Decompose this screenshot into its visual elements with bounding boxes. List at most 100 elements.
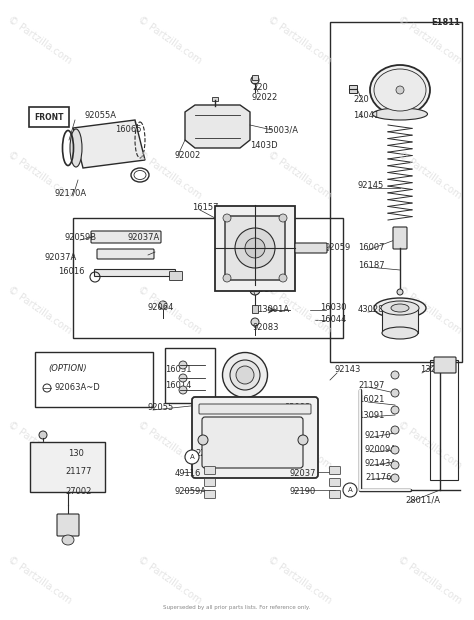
Text: 92170A: 92170A xyxy=(55,188,87,198)
FancyBboxPatch shape xyxy=(199,404,311,414)
Circle shape xyxy=(391,426,399,434)
Text: 92037A: 92037A xyxy=(45,254,77,262)
Text: 16030: 16030 xyxy=(320,303,346,311)
Text: 18017: 18017 xyxy=(248,285,274,294)
Text: © Partzilla.com: © Partzilla.com xyxy=(136,554,204,606)
Circle shape xyxy=(39,431,47,439)
FancyBboxPatch shape xyxy=(204,479,216,487)
Ellipse shape xyxy=(373,108,428,120)
Text: 92022: 92022 xyxy=(252,92,278,102)
Text: 15003/A: 15003/A xyxy=(263,125,298,135)
Text: 92170: 92170 xyxy=(365,430,392,440)
Text: 92063A~D: 92063A~D xyxy=(55,384,101,392)
Polygon shape xyxy=(185,105,250,148)
FancyBboxPatch shape xyxy=(434,357,456,373)
Text: 27002: 27002 xyxy=(65,487,91,497)
FancyBboxPatch shape xyxy=(57,514,79,536)
Text: A: A xyxy=(190,454,194,460)
Text: 92009: 92009 xyxy=(285,404,311,412)
Circle shape xyxy=(343,483,357,497)
FancyBboxPatch shape xyxy=(212,97,218,101)
Bar xyxy=(30,442,105,492)
Text: © Partzilla.com: © Partzilla.com xyxy=(396,14,464,66)
Text: 16065: 16065 xyxy=(115,125,142,135)
Text: 16187: 16187 xyxy=(358,260,384,270)
Ellipse shape xyxy=(382,327,418,339)
Text: 13091: 13091 xyxy=(358,410,384,420)
Circle shape xyxy=(391,406,399,414)
FancyBboxPatch shape xyxy=(329,479,340,487)
Circle shape xyxy=(391,446,399,454)
Circle shape xyxy=(279,214,287,222)
Text: © Partzilla.com: © Partzilla.com xyxy=(266,149,334,201)
Ellipse shape xyxy=(222,353,267,397)
Text: 220A: 220A xyxy=(195,450,217,459)
Text: 92143A: 92143A xyxy=(365,459,397,467)
FancyBboxPatch shape xyxy=(329,490,340,498)
Circle shape xyxy=(391,461,399,469)
Text: 16021: 16021 xyxy=(358,396,384,404)
Text: © Partzilla.com: © Partzilla.com xyxy=(136,285,204,335)
Text: 16014: 16014 xyxy=(165,381,191,389)
Circle shape xyxy=(223,274,231,282)
Text: 92059: 92059 xyxy=(325,244,351,252)
Circle shape xyxy=(235,228,275,268)
Circle shape xyxy=(179,386,187,394)
Text: A: A xyxy=(347,487,352,493)
FancyBboxPatch shape xyxy=(204,490,216,498)
Circle shape xyxy=(179,374,187,382)
Text: Superseded by all prior parts lists. For reference only.: Superseded by all prior parts lists. For… xyxy=(164,605,310,610)
Text: 92002: 92002 xyxy=(175,151,201,159)
Text: 92037A: 92037A xyxy=(128,232,160,242)
Text: © Partzilla.com: © Partzilla.com xyxy=(266,554,334,606)
Text: © Partzilla.com: © Partzilla.com xyxy=(266,14,334,66)
Ellipse shape xyxy=(370,65,430,115)
Circle shape xyxy=(185,450,199,464)
Text: 220: 220 xyxy=(353,95,369,105)
FancyBboxPatch shape xyxy=(349,85,357,93)
Text: 13270: 13270 xyxy=(420,366,447,374)
Bar xyxy=(430,360,458,480)
Ellipse shape xyxy=(62,535,74,545)
Text: 92055A: 92055A xyxy=(85,110,117,120)
Text: 220: 220 xyxy=(252,82,268,92)
FancyBboxPatch shape xyxy=(29,107,69,127)
Text: (OPTION): (OPTION) xyxy=(48,363,87,373)
Circle shape xyxy=(251,76,259,84)
Text: 92143: 92143 xyxy=(335,366,361,374)
Text: © Partzilla.com: © Partzilla.com xyxy=(266,285,334,335)
Text: 28011/A: 28011/A xyxy=(405,495,440,505)
Text: 92145: 92145 xyxy=(358,180,384,190)
Bar xyxy=(330,22,462,362)
Circle shape xyxy=(391,474,399,482)
Circle shape xyxy=(397,289,403,295)
Text: 13091A: 13091A xyxy=(257,306,289,314)
Ellipse shape xyxy=(230,360,260,390)
Bar xyxy=(35,352,153,407)
Text: © Partzilla.com: © Partzilla.com xyxy=(136,14,204,66)
Ellipse shape xyxy=(381,301,419,315)
FancyBboxPatch shape xyxy=(225,216,285,280)
FancyBboxPatch shape xyxy=(295,243,327,253)
Text: 92059B: 92059B xyxy=(65,234,97,242)
Text: 21197: 21197 xyxy=(358,381,384,389)
Text: © Partzilla.com: © Partzilla.com xyxy=(6,149,74,201)
Text: 130: 130 xyxy=(68,450,84,459)
Text: 16031: 16031 xyxy=(165,366,191,374)
FancyBboxPatch shape xyxy=(192,397,318,478)
Ellipse shape xyxy=(374,298,426,318)
Text: 16007: 16007 xyxy=(358,244,384,252)
Text: © Partzilla.com: © Partzilla.com xyxy=(396,149,464,201)
Text: 92037: 92037 xyxy=(290,469,317,479)
FancyBboxPatch shape xyxy=(97,249,154,259)
FancyBboxPatch shape xyxy=(202,417,303,468)
Text: © Partzilla.com: © Partzilla.com xyxy=(6,14,74,66)
Text: 16157: 16157 xyxy=(192,203,219,213)
Text: © Partzilla.com: © Partzilla.com xyxy=(396,285,464,335)
Circle shape xyxy=(391,389,399,397)
Text: 1403D: 1403D xyxy=(250,141,278,149)
Text: © Partzilla.com: © Partzilla.com xyxy=(396,554,464,606)
Circle shape xyxy=(279,274,287,282)
Text: 92064: 92064 xyxy=(148,304,174,312)
Ellipse shape xyxy=(391,304,409,312)
